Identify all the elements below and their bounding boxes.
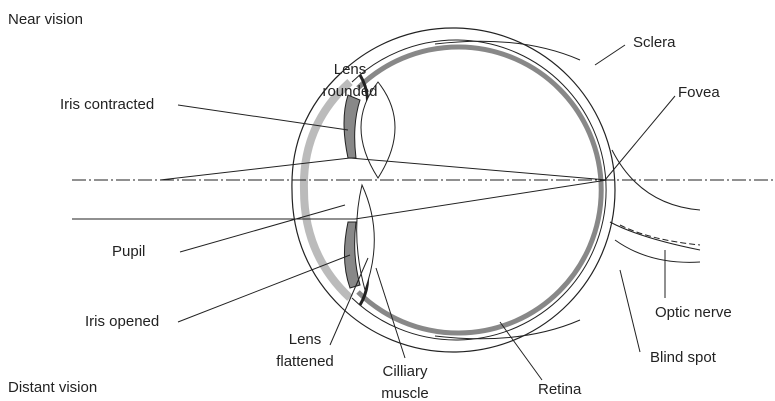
labels: Lens rounded Iris contracted Sclera Fovea Pup…	[60, 34, 732, 401]
eye-diagram: Near vision Distant vision Lens rounded Ir…	[0, 0, 775, 401]
label: Retina	[538, 381, 582, 398]
label: muscle	[381, 385, 429, 401]
label: Iris contracted	[60, 96, 154, 113]
label: Cilliary	[383, 363, 429, 380]
section-title: Near vision	[8, 11, 83, 28]
label: Optic nerve	[655, 304, 732, 321]
label: rounded	[322, 83, 377, 100]
section-title: Distant vision	[8, 379, 97, 396]
label: Sclera	[633, 34, 676, 51]
far-ray	[72, 180, 607, 219]
label: flattened	[276, 353, 334, 370]
label: Iris opened	[85, 313, 159, 330]
label: Fovea	[678, 84, 720, 101]
label: Blind spot	[650, 349, 717, 366]
label: Lens	[289, 331, 322, 348]
label: Pupil	[112, 243, 145, 260]
label: Lens	[334, 61, 367, 78]
